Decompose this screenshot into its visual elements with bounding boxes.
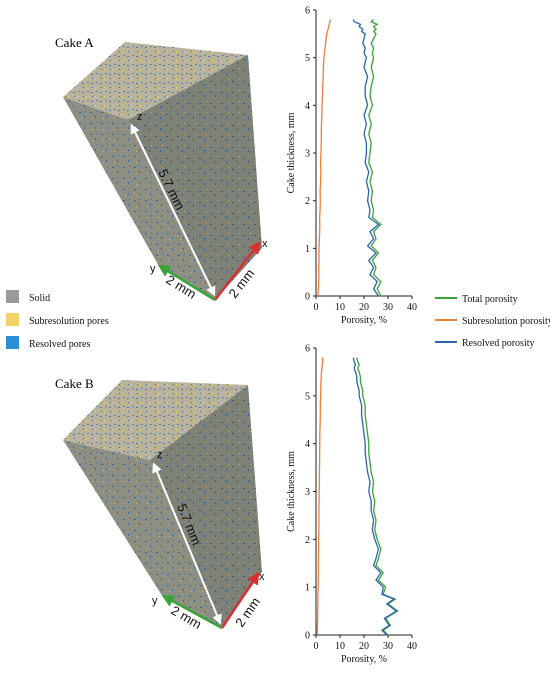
- cake-b-y-axis: [161, 595, 223, 630]
- chart-a-y-tick-label-5: 5: [305, 53, 310, 64]
- chart-b-y-axis-title: Cake thickness, mm: [286, 451, 297, 532]
- legend-resolved-porosity-label: Resolved porosity: [462, 338, 535, 349]
- porosity-chart-a: 0 10 20 30 40 0 1 2 3 4 5 6 Porosity, % Cake thicknes…: [286, 6, 417, 327]
- cake-a-title: Cake A: [55, 35, 94, 50]
- chart-a-series-total-porosity: [368, 19, 382, 297]
- chart-b-series-total-porosity: [356, 357, 399, 636]
- cake-b-x-axis: [220, 571, 260, 629]
- cake-a-y-label: y: [150, 263, 156, 275]
- chart-a-y-tick-label-3: 3: [305, 149, 310, 160]
- cake-a-y-axis: [157, 264, 216, 302]
- chart-a-y-tick-label-4: 4: [305, 101, 310, 112]
- chart-b-y-tick-label-2: 2: [305, 535, 310, 546]
- legend-subresolution-swatch: [6, 313, 19, 326]
- chart-a-x-tick-label-2: 20: [359, 302, 369, 313]
- chart-b-x-tick-label-0: 0: [314, 641, 319, 652]
- cake-b-top-face: [63, 380, 248, 460]
- chart-b-y-tick-label-3: 3: [305, 487, 310, 498]
- chart-b-series-resolved-porosity: [352, 357, 398, 636]
- chart-b-x-tick-label-3: 30: [383, 641, 393, 652]
- chart-b-y-tick-label-5: 5: [305, 391, 310, 402]
- legend-resolved-label: Resolved pores: [29, 339, 90, 350]
- chart-b-x-tick-label-4: 40: [407, 641, 417, 652]
- porosity-legend: Total porosity Subresolution porosity Re…: [435, 294, 550, 349]
- chart-a-x-tick-label-0: 0: [314, 302, 319, 313]
- cake-b-z-label: z: [157, 449, 163, 461]
- chart-a-series-subresolution-porosity: [317, 19, 332, 297]
- cake-b-title: Cake B: [55, 376, 94, 391]
- cake-a-x-axis: [214, 241, 261, 301]
- chart-a-y-tick-label-6: 6: [305, 6, 310, 17]
- chart-a-y-tick-label-1: 1: [305, 244, 310, 255]
- chart-a-y-tick-label-2: 2: [305, 196, 310, 207]
- chart-a-x-axis-title: Porosity, %: [341, 315, 387, 326]
- chart-b-y-tick-label-6: 6: [305, 344, 310, 355]
- chart-a-x-tick-label-4: 40: [407, 302, 417, 313]
- legend-subresolution-label: Subresolution pores: [29, 316, 109, 327]
- cake-b-x-label: x: [259, 571, 265, 583]
- cake-b-y-label: y: [152, 595, 158, 607]
- chart-b-y-tick-label-0: 0: [305, 631, 310, 642]
- legend-total-label: Total porosity: [462, 294, 518, 305]
- chart-a-x-tick-label-1: 10: [335, 302, 345, 313]
- chart-b-x-tick-label-2: 20: [359, 641, 369, 652]
- legend-resolved-swatch: [6, 336, 19, 349]
- cake-a-render: Cake A z 5.7 mm x y 2 mm 2 mm: [55, 35, 268, 302]
- cake-a-z-label: z: [137, 111, 143, 123]
- chart-a-x-tick-label-3: 30: [383, 302, 393, 313]
- legend-solid-swatch: [6, 290, 19, 303]
- chart-b-x-tick-label-1: 10: [335, 641, 345, 652]
- legend-solid-label: Solid: [29, 293, 50, 304]
- cake-a-height-arrow: [130, 123, 216, 297]
- chart-a-y-tick-label-0: 0: [305, 292, 310, 303]
- chart-b-series-subresolution-porosity: [316, 357, 324, 636]
- cake-b-render: Cake B z 5.7 mm x y 2 mm 2 mm: [55, 376, 265, 632]
- chart-a-series-resolved-porosity: [352, 19, 380, 297]
- chart-b-y-tick-label-4: 4: [305, 439, 310, 450]
- chart-b-y-tick-label-1: 1: [305, 583, 310, 594]
- porosity-chart-b: 0 10 20 30 40 0 1 2 3 4 5 6 Porosity, % Cake thicknes…: [286, 344, 417, 666]
- material-legend: Solid Subresolution pores Resolved pores: [6, 290, 109, 350]
- cake-b-height-arrow: [152, 462, 222, 625]
- cake-a-top-face: [63, 42, 248, 120]
- chart-a-y-axis-title: Cake thickness, mm: [286, 112, 297, 193]
- legend-subresolution-porosity-label: Subresolution porosity: [462, 316, 550, 327]
- chart-b-x-axis-title: Porosity, %: [341, 654, 387, 665]
- cake-a-x-label: x: [262, 238, 268, 250]
